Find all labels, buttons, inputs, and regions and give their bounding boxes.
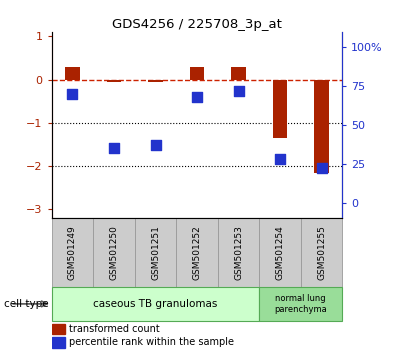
Text: GSM501253: GSM501253 (234, 225, 243, 280)
Bar (135, 218, 176, 287)
Point (111, 145, 117, 151)
Point (235, 88, 242, 94)
Text: GSM501252: GSM501252 (193, 225, 201, 280)
Bar (259, 218, 301, 287)
Text: percentile rank within the sample: percentile rank within the sample (69, 337, 234, 347)
Point (277, 156, 283, 162)
Text: normal lung
parenchyma: normal lung parenchyma (274, 294, 327, 314)
Bar (65, 67, 80, 80)
Point (318, 166, 325, 171)
Text: transformed count: transformed count (69, 324, 160, 334)
Point (152, 142, 159, 148)
Bar (176, 218, 218, 287)
Title: GDS4256 / 225708_3p_at: GDS4256 / 225708_3p_at (112, 18, 282, 31)
Point (69, 91, 76, 97)
Bar (52, 287, 259, 321)
Bar (231, 67, 246, 80)
Bar (107, 80, 121, 82)
Bar (52, 218, 93, 287)
Text: GSM501250: GSM501250 (109, 225, 119, 280)
Text: GSM501254: GSM501254 (275, 225, 285, 280)
Bar (93, 218, 135, 287)
Bar (301, 218, 342, 287)
Bar (218, 218, 259, 287)
Bar (52, 324, 65, 334)
Text: cell type: cell type (4, 299, 49, 309)
Bar (52, 337, 65, 348)
Point (194, 94, 200, 100)
Text: GSM501255: GSM501255 (317, 225, 326, 280)
Bar (273, 80, 287, 138)
Text: GSM501249: GSM501249 (68, 225, 77, 280)
Text: GSM501251: GSM501251 (151, 225, 160, 280)
Text: caseous TB granulomas: caseous TB granulomas (93, 299, 218, 309)
Bar (190, 67, 204, 80)
Bar (148, 80, 163, 82)
Bar (314, 80, 329, 173)
Bar (259, 287, 342, 321)
